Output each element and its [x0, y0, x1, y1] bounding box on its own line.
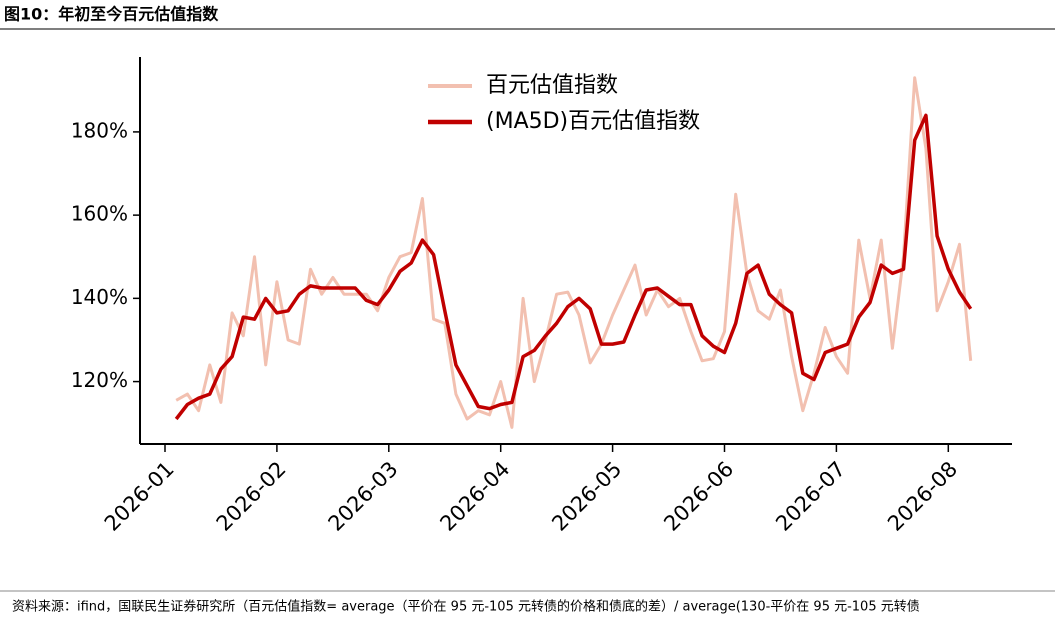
x-tick-label: 2026-04 [435, 457, 514, 536]
series-line [174, 113, 973, 421]
x-tick-label: 2026-05 [547, 457, 626, 536]
legend-label: 百元估值指数 [486, 73, 618, 98]
y-tick-label: 120% [71, 368, 128, 392]
y-tick-label: 180% [71, 118, 128, 142]
x-tick-label: 2026-06 [659, 457, 738, 536]
x-tick-label: 2026-02 [212, 457, 291, 536]
x-tick-label: 2026-07 [771, 457, 850, 536]
x-tick-label: 2026-01 [100, 457, 179, 536]
y-tick-label: 160% [71, 202, 128, 226]
legend-label: (MA5D)百元估值指数 [486, 109, 700, 134]
y-tick-label: 140% [71, 285, 128, 309]
x-tick-label: 2026-08 [883, 457, 962, 536]
source-note: 资料来源：ifind，国联民生证券研究所（百元估值指数= average（平价在… [12, 599, 920, 615]
x-tick-label: 2026-03 [324, 457, 403, 536]
chart-title: 图10：年初至今百元估值指数 [4, 5, 219, 24]
